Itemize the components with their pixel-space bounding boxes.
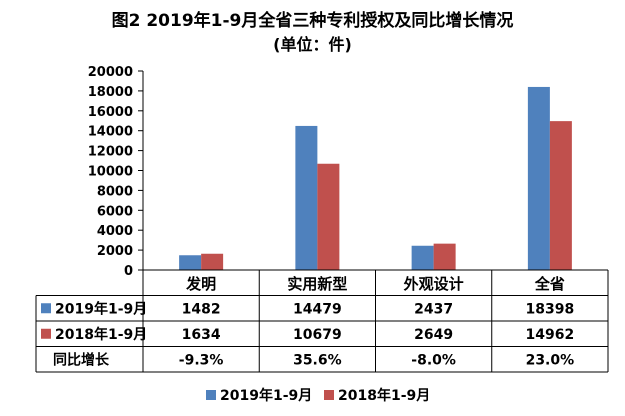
y-tick-label: 4000 [97,224,133,239]
table-cell: 14962 [526,327,575,343]
table-legend-key [41,328,51,339]
chart-subtitle: (单位：件) [273,35,352,54]
legend-swatch [206,390,216,400]
bar-series1 [295,125,318,270]
table-cell: 2437 [414,301,453,317]
chart-title: 图2 2019年1-9月全省三种专利授权及同比增长情况 [111,11,514,31]
table-row-label: 同比增长 [53,351,110,368]
y-tick-label: 0 [124,264,133,279]
table-cell: 14479 [293,301,342,317]
table-cell: -8.0% [411,352,456,368]
y-tick-label: 16000 [88,105,133,120]
bar-series1 [411,245,434,270]
table-cell: 1634 [182,327,221,343]
bar-series2 [317,163,340,270]
category-label: 实用新型 [287,275,347,293]
category-label: 全省 [534,275,565,293]
bar-series1 [179,255,202,270]
table-row-label: 2018年1-9月 [55,326,147,343]
y-tick-label: 18000 [88,85,133,100]
table-cell: 35.6% [293,352,342,368]
y-tick-label: 6000 [97,204,133,219]
table-cell: 18398 [526,301,575,317]
table-cell: -9.3% [179,352,224,368]
legend-label: 2019年1-9月 [220,387,312,404]
bar-series2 [433,243,456,270]
y-tick-label: 10000 [88,165,133,180]
bar-series2 [201,253,224,270]
category-label: 发明 [185,275,216,293]
y-tick-label: 14000 [88,125,133,140]
table-row-label: 2019年1-9月 [55,300,147,317]
y-tick-label: 2000 [97,244,133,259]
y-tick-label: 8000 [97,184,133,199]
table-cell: 2649 [414,327,453,343]
table-legend-key [41,303,51,314]
table-cell: 10679 [293,327,342,343]
category-label: 外观设计 [403,275,464,293]
bar-series2 [549,121,572,270]
table-cell: 23.0% [526,352,575,368]
y-tick-label: 12000 [88,145,133,160]
legend-label: 2018年1-9月 [338,387,430,404]
bar-series1 [527,86,550,270]
legend-swatch [324,390,334,400]
y-tick-label: 20000 [88,65,133,80]
table-cell: 1482 [182,301,221,317]
